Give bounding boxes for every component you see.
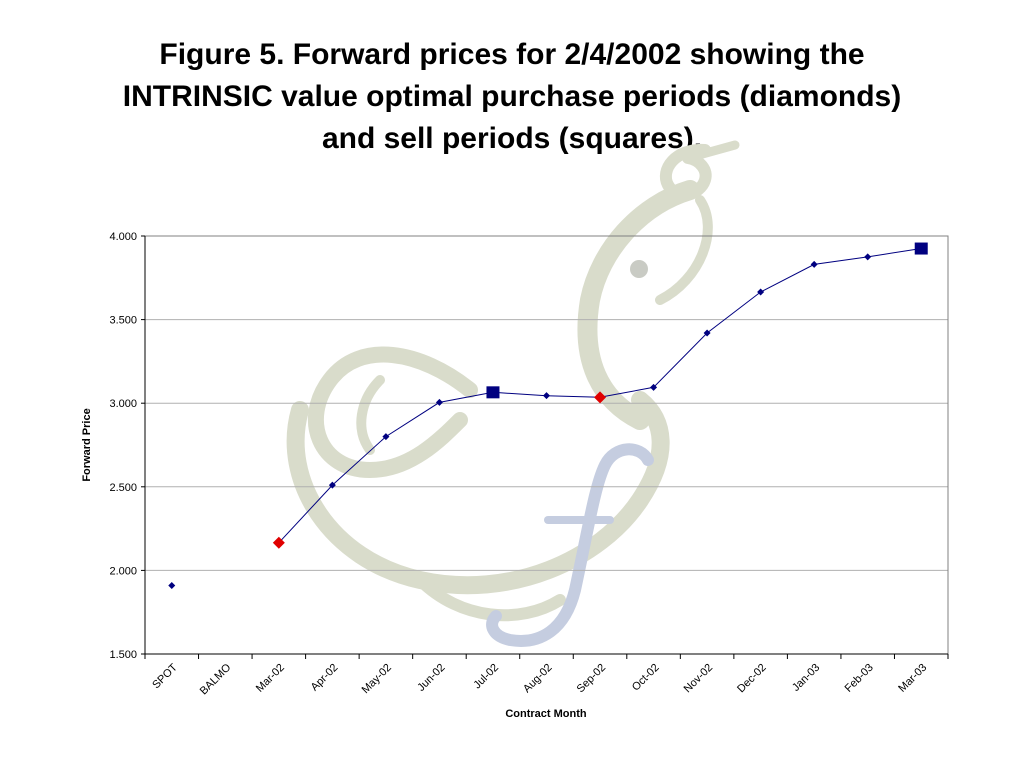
purchase-period-diamond-marker — [594, 391, 607, 404]
y-tick-label: 2.000 — [109, 565, 137, 577]
sell-period-square-marker — [914, 242, 928, 255]
data-point-marker — [168, 581, 176, 589]
purchase-period-diamond-marker — [272, 536, 285, 549]
data-point-marker — [328, 481, 336, 489]
sell-period-square-marker — [486, 386, 500, 399]
x-tick-label: Apr-02 — [309, 662, 341, 694]
x-tick-label: Sep-02 — [575, 662, 609, 696]
y-tick-label: 2.500 — [109, 482, 137, 494]
x-tick-label: Jul-02 — [471, 662, 501, 692]
x-tick-label: Nov-02 — [682, 662, 716, 696]
x-tick-label: Aug-02 — [521, 662, 555, 696]
y-tick-label: 1.500 — [109, 649, 137, 661]
x-axis-title: Contract Month — [505, 708, 587, 720]
x-tick-label: Jun-02 — [415, 662, 447, 694]
x-tick-label: Oct-02 — [630, 662, 662, 694]
title-line-2: INTRINSIC value optimal purchase periods… — [122, 80, 902, 113]
data-point-marker — [810, 260, 818, 268]
plot-area — [144, 235, 949, 655]
title-line-3: and sell periods (squares). — [321, 122, 703, 155]
title-line-1: Figure 5. Forward prices for 2/4/2002 sh… — [159, 38, 865, 71]
y-tick-label: 4.000 — [109, 231, 137, 243]
x-tick-label: Jan-03 — [790, 662, 822, 694]
data-point-marker — [543, 392, 550, 400]
data-point-marker — [435, 398, 443, 406]
y-tick-label: 3.000 — [109, 398, 137, 410]
data-point-marker — [703, 329, 711, 337]
y-tick-label: 3.500 — [109, 315, 137, 327]
x-tick-label: Dec-02 — [735, 662, 769, 696]
data-point-marker — [650, 383, 658, 391]
x-tick-label: May-02 — [360, 662, 394, 696]
data-point-marker — [864, 253, 872, 261]
x-tick-label: SPOT — [150, 661, 180, 691]
x-tick-label: Feb-03 — [843, 662, 876, 695]
x-tick-label: Mar-03 — [896, 662, 929, 695]
data-point-marker — [757, 288, 765, 296]
slide-title: Figure 5. Forward prices for 2/4/2002 sh… — [20, 34, 1004, 160]
x-tick-label: BALMO — [198, 661, 234, 697]
data-point-marker — [382, 433, 390, 441]
y-axis-title: Forward Price — [81, 408, 93, 481]
x-tick-label: Mar-02 — [254, 662, 287, 695]
